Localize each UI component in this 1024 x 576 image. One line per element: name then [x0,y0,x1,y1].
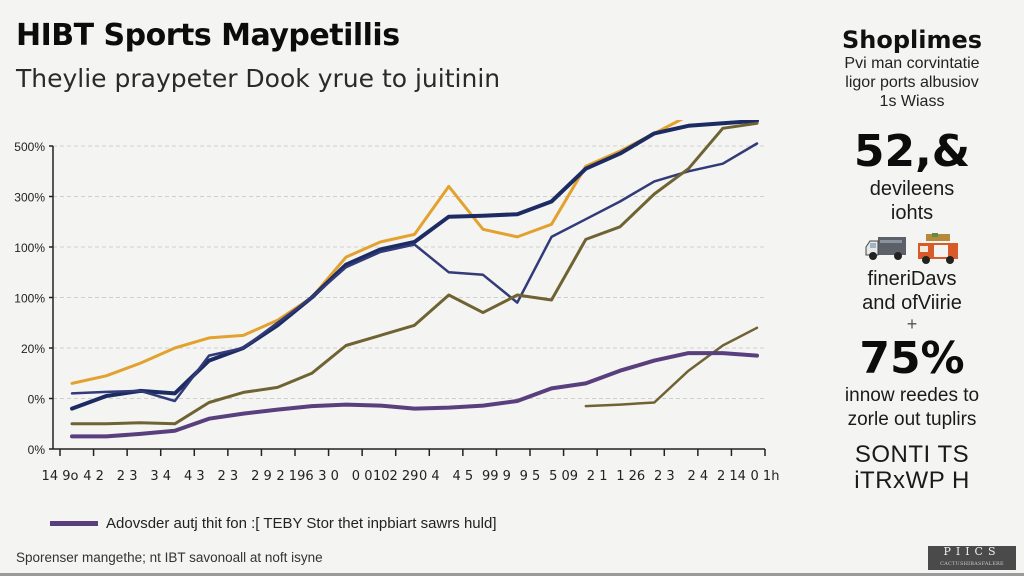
logo-badge: PIICS CACTUSHIBASFALERE [928,546,1016,570]
grey-truck-icon [865,237,906,260]
x-tick-labels: 14 9o 4 2 2 3 3 4 4 3 2 3 2 9 2 196 3 0 0 0 102 29… [42,469,780,484]
chart-subtitle: Theylie praypeter Dook yrue to juitinin [16,64,501,93]
x-tick-label: 1 26 [616,469,645,484]
x-tick-label: 3 0 [318,469,339,484]
sidebar-desc-1: Pvi man corvintatie [844,55,980,72]
caps-text-1: SONTI TS [854,441,970,468]
stat-value-1: 52,& [853,126,971,177]
chart-title: HIBT Sports Maypetillis [16,18,400,53]
x-tick-label: 2 9 [251,469,272,484]
stat-value-2: 75% [859,333,965,384]
y-tick-label: 100% [14,241,45,255]
x-tick-label: 3 4 [150,469,171,484]
x-tick-label: 0 0 [352,469,373,484]
x-tick-label: 4 2 [83,469,104,484]
footnote: Sporenser mangethe; nt IBT savonoall at … [16,550,323,565]
x-tick-label: 4 5 [453,469,474,484]
x-ticks [59,449,766,456]
mid-text-1: fineriDavs [867,268,957,290]
sidebar-desc-3: 1s Wiass [879,93,945,110]
x-tick-label: 2 3 [117,469,138,484]
series-line-olive [70,121,759,426]
caps-text-2: iTRxWP H [854,467,970,494]
x-tick-label: 0 1h [751,469,780,484]
y-tick-label: 500% [14,140,45,154]
x-tick-label: 2 3 [218,469,239,484]
x-tick-label: 102 29 [373,469,419,484]
legend-label: Adovsder autj thit fon :[ TEBY Stor thet… [106,515,497,532]
x-tick-label: 5 09 [549,469,578,484]
y-tick-label: 100% [14,292,45,306]
x-tick-label: 4 3 [184,469,205,484]
stat-caption-2a: innow reedes to [844,385,980,406]
stat-caption-1b: iohts [890,202,934,224]
y-tick-label: 20% [21,342,45,356]
x-tick-label: 9 5 [520,469,541,484]
series-line-navy [70,120,759,411]
sidebar-title: Shoplimes [841,26,983,54]
series-line-navy-thin [70,142,759,403]
mid-text-2: and ofViirie [862,292,962,314]
sidebar-panel: Shoplimes Pvi man corvintatie ligor port… [812,26,1012,494]
bottom-rule [0,573,1024,576]
x-tick-label: 2 3 [654,469,675,484]
x-tick-label: 0 4 [419,469,440,484]
series-lines [70,120,759,439]
x-tick-label: 2 4 [688,469,709,484]
line-chart: 0% 0% 20% 100% 100% 300% 500% 14 9o 4 2 2 3 3 4 4 … [14,120,780,484]
x-tick-label: 14 9o [42,469,79,484]
y-tick-labels: 0% 0% 20% 100% 100% 300% 500% [14,140,53,457]
series-line-orange [70,120,684,385]
plus-sign: + [906,314,918,334]
series-line-purple [70,351,759,439]
logo-subtext: CACTUSHIBASFALERE [940,561,1004,567]
x-tick-label: 2 196 [276,469,313,484]
delivery-trucks-icon [812,233,1012,267]
x-tick-label: 99 9 [482,469,511,484]
legend-swatch [50,521,98,526]
x-tick-label: 2 1 [587,469,608,484]
orange-truck-icon [918,233,958,264]
y-tick-label: 300% [14,191,45,205]
stat-caption-2b: zorle out tuplirs [847,409,977,430]
y-tick-label: 0% [28,393,46,407]
logo-text: PIICS [943,545,1001,558]
y-tick-label: 0% [28,443,46,457]
sidebar-desc-2: ligor ports albusiov [845,74,979,91]
series-line-olive-low [584,326,759,408]
x-tick-label: 2 14 [717,469,746,484]
legend: Adovsder autj thit fon :[ TEBY Stor thet… [50,515,496,532]
stat-caption-1a: devileens [869,178,955,200]
